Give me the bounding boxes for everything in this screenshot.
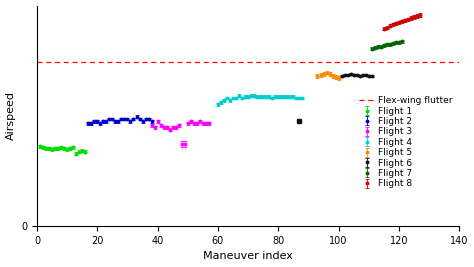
- X-axis label: Maneuver index: Maneuver index: [203, 252, 293, 261]
- Y-axis label: Airspeed: Airspeed: [6, 91, 16, 140]
- Flex-wing flutter: [37, 61, 43, 64]
- Legend: Flex-wing flutter, Flight 1, Flight 2, Flight 3, Flight 4, Flight 5, Flight 6, F: Flex-wing flutter, Flight 1, Flight 2, F…: [357, 95, 455, 190]
- Flex-wing flutter: [34, 61, 40, 64]
